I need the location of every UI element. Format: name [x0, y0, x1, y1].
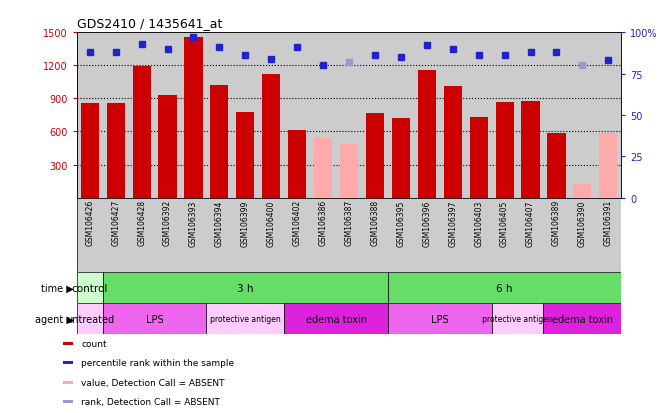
Bar [388, 273, 621, 304]
Text: count: count [81, 339, 107, 348]
Bar [210, 86, 228, 198]
Text: GSM106395: GSM106395 [396, 200, 405, 246]
Text: GSM106387: GSM106387 [345, 200, 353, 246]
Text: GSM106389: GSM106389 [552, 200, 561, 246]
Bar [547, 134, 566, 198]
Bar [388, 304, 492, 335]
Bar [496, 102, 514, 198]
Bar [77, 273, 103, 304]
Text: percentile rank within the sample: percentile rank within the sample [81, 358, 234, 367]
Text: LPS: LPS [431, 314, 449, 324]
Text: GSM106427: GSM106427 [111, 200, 120, 246]
Bar [236, 112, 255, 198]
Text: agent ▶: agent ▶ [35, 314, 73, 324]
Bar [103, 304, 206, 335]
Text: GSM106396: GSM106396 [422, 200, 432, 246]
Bar [262, 75, 281, 198]
Text: GSM106386: GSM106386 [319, 200, 327, 246]
Text: untreated: untreated [65, 314, 114, 324]
Bar [63, 342, 73, 345]
Bar [284, 304, 388, 335]
Bar [392, 119, 410, 198]
Bar [103, 273, 388, 304]
Text: GSM106402: GSM106402 [293, 200, 302, 246]
Text: GSM106391: GSM106391 [604, 200, 613, 246]
Bar [340, 144, 358, 198]
Bar [206, 304, 284, 335]
Text: GSM106394: GSM106394 [215, 200, 224, 246]
Bar [470, 118, 488, 198]
Bar [184, 38, 202, 198]
Text: value, Detection Call = ABSENT: value, Detection Call = ABSENT [81, 377, 224, 387]
Text: 6 h: 6 h [496, 283, 513, 293]
Text: GSM106428: GSM106428 [137, 200, 146, 246]
Text: GDS2410 / 1435641_at: GDS2410 / 1435641_at [77, 17, 222, 29]
Bar [63, 381, 73, 384]
Text: GSM106400: GSM106400 [267, 200, 276, 246]
Bar [573, 185, 591, 198]
Bar [522, 101, 540, 198]
Bar [158, 96, 176, 198]
Text: GSM106392: GSM106392 [163, 200, 172, 246]
Text: GSM106426: GSM106426 [86, 200, 94, 246]
Bar [81, 104, 99, 198]
Text: edema toxin: edema toxin [305, 314, 367, 324]
Text: rank, Detection Call = ABSENT: rank, Detection Call = ABSENT [81, 397, 220, 406]
Bar [599, 133, 617, 198]
Text: time ▶: time ▶ [41, 283, 73, 293]
Text: 3 h: 3 h [237, 283, 254, 293]
Text: protective antigen: protective antigen [482, 315, 553, 323]
Bar [107, 104, 125, 198]
Text: GSM106407: GSM106407 [526, 200, 535, 246]
Bar [366, 114, 384, 198]
Text: GSM106390: GSM106390 [578, 200, 587, 246]
Bar [492, 304, 544, 335]
Bar [63, 400, 73, 403]
Text: protective antigen: protective antigen [210, 315, 281, 323]
Text: LPS: LPS [146, 314, 164, 324]
Bar [77, 198, 621, 273]
Bar [418, 71, 436, 198]
Bar [314, 139, 332, 198]
Bar [77, 304, 103, 335]
Text: control: control [71, 283, 108, 293]
Text: edema toxin: edema toxin [552, 314, 613, 324]
Bar [544, 304, 621, 335]
Bar [63, 361, 73, 364]
Text: GSM106399: GSM106399 [241, 200, 250, 246]
Bar [132, 67, 151, 198]
Text: GSM106388: GSM106388 [371, 200, 379, 246]
Text: GSM106393: GSM106393 [189, 200, 198, 246]
Bar [444, 87, 462, 198]
Bar [288, 131, 306, 198]
Text: GSM106397: GSM106397 [448, 200, 457, 246]
Text: GSM106405: GSM106405 [500, 200, 509, 246]
Text: GSM106403: GSM106403 [474, 200, 483, 246]
